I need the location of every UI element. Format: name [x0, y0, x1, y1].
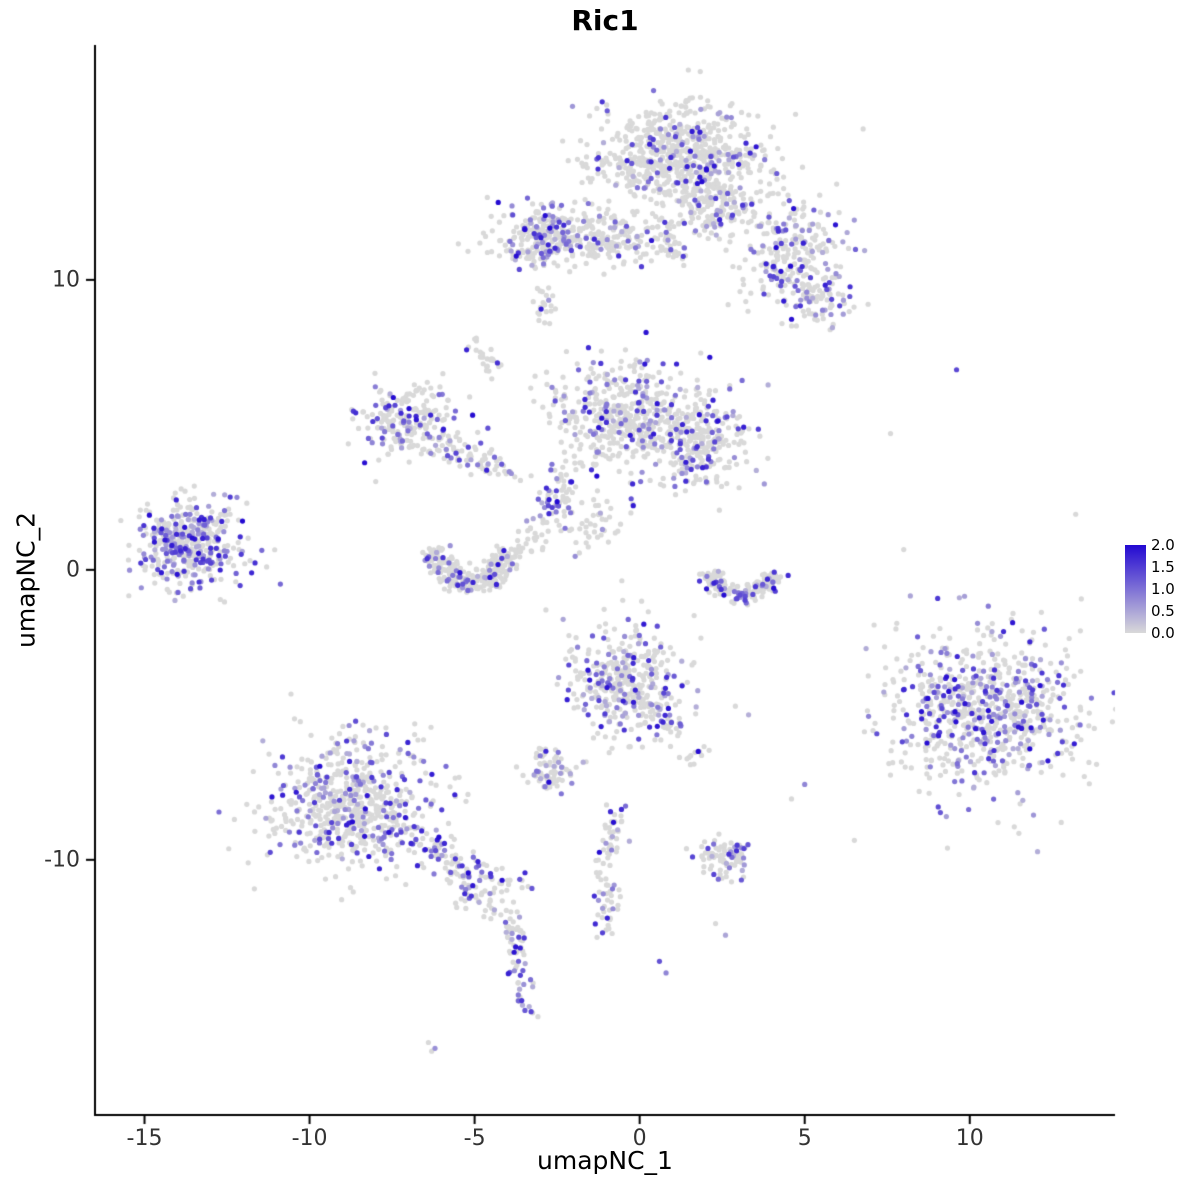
x-tick-label: -5 [463, 1126, 486, 1151]
legend-tick-label: 1.5 [1151, 558, 1175, 576]
y-tick-label: 10 [52, 267, 80, 293]
legend-tick-label: 2.0 [1151, 536, 1175, 554]
y-tick-label: 0 [66, 557, 80, 583]
legend-tick-label: 0.5 [1151, 602, 1175, 620]
plot-title: Ric1 [571, 4, 639, 37]
y-tick-label: -10 [44, 847, 80, 873]
legend-tick-label: 0.0 [1151, 624, 1175, 642]
x-tick-label: 10 [955, 1126, 984, 1151]
expression-legend: 2.0 1.5 1.0 0.5 0.0 [1125, 536, 1200, 642]
legend-tick-label: 1.0 [1151, 580, 1175, 598]
x-tick-label: 0 [632, 1126, 647, 1151]
x-axis-label: umapNC_1 [537, 1146, 673, 1175]
x-tick-label: -10 [291, 1126, 328, 1151]
x-tick-label: -15 [126, 1126, 163, 1151]
legend-gradient-bar [1125, 545, 1146, 633]
x-tick-label: 5 [797, 1126, 812, 1151]
